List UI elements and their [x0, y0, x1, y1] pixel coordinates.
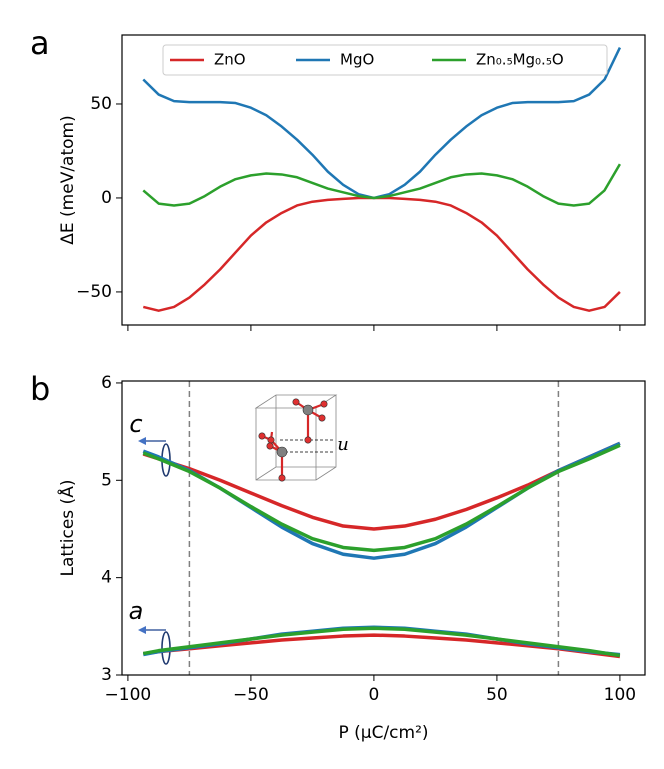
series-line: [142, 441, 621, 560]
x-tick-label: 0: [368, 685, 379, 705]
series-line: [142, 443, 621, 553]
panel: b Lattices (Å) P (μC/cm²) 3 4 5 6 −100 −50 0 50 100…: [30, 370, 646, 743]
annotation-arrows: [138, 437, 171, 665]
x-axis-label: P (μC/cm²): [338, 723, 428, 743]
x-tick-label: 100: [604, 685, 636, 705]
bonds: [261, 401, 325, 478]
y-tick-label: 50: [90, 94, 112, 114]
series-line: [142, 626, 621, 658]
cell-box: [254, 394, 338, 481]
y-tick-label: 6: [101, 373, 112, 393]
series-line: [142, 196, 621, 312]
legend-label: MgO: [340, 51, 374, 69]
atoms: [258, 398, 328, 482]
series-line: [142, 625, 621, 657]
annotation: a: [129, 597, 144, 625]
x-tick-label: 50: [486, 685, 508, 705]
y-axis-label: ΔE (meV/atom): [58, 115, 78, 244]
legend-label: Zn₀.₅Mg₀.₅O: [476, 51, 564, 69]
inset-structure: [254, 394, 338, 482]
y-axis-label: Lattices (Å): [56, 480, 78, 577]
panel: a ΔE (meV/atom) −50 0 50 ZnO MgO Zn₀.₅Mg₀.₅O: [30, 24, 646, 331]
x-tick-label: −100: [105, 685, 152, 705]
annotation: c: [129, 410, 142, 438]
arrow-head: [138, 626, 146, 634]
arrow-head: [138, 437, 146, 445]
legend-label: ZnO: [214, 51, 246, 69]
annotation: u: [337, 434, 349, 455]
series-line: [142, 163, 621, 207]
plot-frame: [121, 380, 646, 676]
legend: ZnO MgO Zn₀.₅Mg₀.₅O: [162, 44, 608, 76]
y-tick-label: −50: [76, 282, 112, 302]
y-tick-label: 5: [101, 470, 112, 490]
x-tick-label: −50: [233, 685, 269, 705]
panel-label: b: [30, 370, 50, 408]
plot-frame: [121, 34, 646, 326]
legend-frame: [162, 44, 608, 76]
y-tick-label: 3: [101, 665, 112, 685]
y-tick-label: 0: [101, 188, 112, 208]
y-tick-label: 4: [101, 568, 112, 588]
panel-label: a: [30, 24, 50, 62]
